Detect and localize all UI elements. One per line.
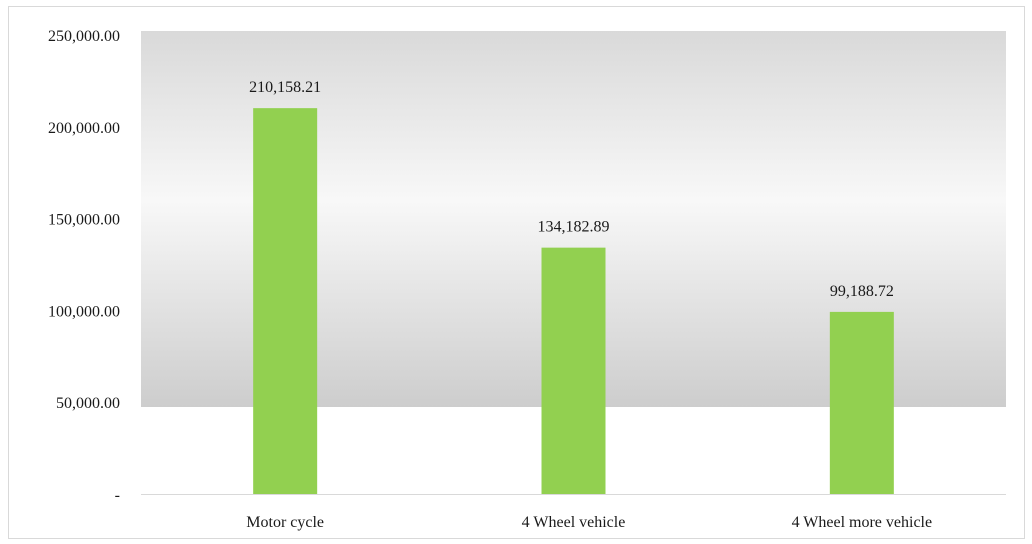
x-tick-label: 4 Wheel more vehicle <box>792 514 933 531</box>
bar-value-label: 134,182.89 <box>538 219 610 236</box>
y-tick-label: 50,000.00 <box>56 395 120 412</box>
bar-value-label: 99,188.72 <box>830 283 894 300</box>
y-tick-label: - <box>115 487 120 504</box>
x-tick-label: 4 Wheel vehicle <box>522 514 626 531</box>
bar <box>541 247 606 494</box>
y-axis: - 50,000.00 100,000.00 150,000.00 200,000.00… <box>48 28 120 504</box>
y-tick-label: 100,000.00 <box>48 303 120 320</box>
y-tick-label: 150,000.00 <box>48 212 120 229</box>
x-axis: Motor cycle 4 Wheel vehicle 4 Wheel more v… <box>246 514 932 531</box>
y-tick-label: 250,000.00 <box>48 28 120 45</box>
bar <box>829 311 894 494</box>
bars <box>253 108 894 494</box>
y-tick-label: 200,000.00 <box>48 120 120 137</box>
bar-value-label: 210,158.21 <box>249 79 321 96</box>
bar <box>253 108 318 494</box>
data-labels: 210,158.21 134,182.89 99,188.72 <box>249 79 894 300</box>
x-tick-label: Motor cycle <box>246 514 324 531</box>
